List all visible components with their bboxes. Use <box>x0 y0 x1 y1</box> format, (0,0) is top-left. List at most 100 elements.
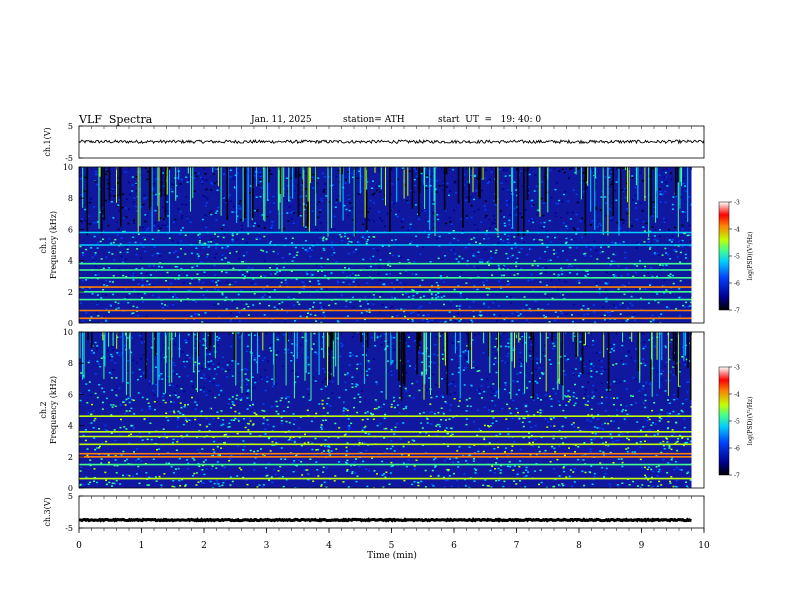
spectrogram-cell <box>593 395 595 398</box>
spectrogram-cell <box>190 252 193 255</box>
spectrogram-cell <box>165 462 168 464</box>
spectrogram-cell <box>604 368 607 371</box>
spectrogram-cell <box>497 479 500 482</box>
spectrogram-cell <box>141 341 143 344</box>
spectrogram-cell <box>166 377 169 379</box>
spectrogram-cell <box>654 345 656 348</box>
spectrogram-cell <box>355 458 357 460</box>
spectrogram-cell <box>325 288 328 290</box>
spectrogram-cell <box>426 321 429 323</box>
no-data-region <box>691 332 704 488</box>
spectrogram-cell <box>293 423 295 425</box>
ylabel: ch.1(V) <box>43 127 52 156</box>
spectrogram-cell <box>635 288 638 291</box>
spectrogram-cell <box>688 234 691 236</box>
spectrogram-cell <box>382 486 385 488</box>
spectrogram-cell <box>301 247 304 250</box>
spectrogram-cell <box>452 461 454 463</box>
spectrogram-cell <box>244 367 247 370</box>
spectrogram-cell <box>532 445 535 447</box>
spectrogram-cell <box>186 375 189 377</box>
spectrogram-cell <box>479 242 482 245</box>
spectrogram-cell <box>125 276 128 278</box>
spectrogram-cell <box>487 425 489 427</box>
spectrogram-cell <box>599 209 602 212</box>
spectrogram-cell <box>198 233 201 235</box>
spectrogram-cell <box>390 282 393 284</box>
spectrogram-cell <box>178 233 181 236</box>
spectrogram-cell <box>519 358 522 361</box>
spectrogram-cell <box>213 368 216 370</box>
spectrogram-cell <box>504 388 506 391</box>
spectrogram-cell <box>308 399 311 402</box>
spectrogram-cell <box>610 183 613 185</box>
spectrogram-cell <box>241 389 244 391</box>
spectrogram-cell <box>284 237 287 240</box>
spectrogram-cell <box>237 420 240 422</box>
spectrogram-cell <box>357 241 360 244</box>
spectrogram-cell <box>429 185 432 187</box>
spectrogram-cell <box>585 246 588 248</box>
spectrogram-cell <box>325 237 328 240</box>
spectrogram-cell <box>550 279 553 281</box>
spectrogram-cell <box>493 363 495 365</box>
spectrogram-cell <box>288 396 290 398</box>
spectrogram-cell <box>165 179 168 182</box>
spectrogram-cell <box>385 306 388 308</box>
spectrogram-cell <box>348 200 351 202</box>
spectrogram-cell <box>537 308 540 310</box>
spectrogram-cell <box>159 310 162 313</box>
spectrogram-cell <box>294 381 297 383</box>
spectrogram-cell <box>197 255 200 257</box>
spectrogram-cell <box>455 305 458 307</box>
spectrogram-cell <box>527 192 530 194</box>
spectrogram-cell <box>676 374 678 377</box>
spectrogram-cell <box>167 215 170 217</box>
spectrogram-cell <box>94 373 97 375</box>
spectrogram-cell <box>85 383 88 385</box>
spectrogram-cell <box>275 410 278 413</box>
spectrogram-cell <box>251 402 254 404</box>
spectrogram-cell <box>314 437 317 440</box>
spectrogram-cell <box>322 236 325 238</box>
spectrogram-cell <box>636 421 639 423</box>
spectrogram-cell <box>191 457 194 459</box>
spectrogram-cell <box>522 436 525 439</box>
spectrogram-cell <box>639 171 642 174</box>
ytick-label: 5 <box>68 492 73 501</box>
spectrogram-cell <box>364 432 367 434</box>
spectrogram-cell <box>107 454 110 456</box>
spectrogram-cell <box>610 420 613 422</box>
spectrogram-cell <box>240 290 243 292</box>
spectrogram-cell <box>263 260 266 262</box>
spectrogram-cell <box>624 409 627 412</box>
spectrogram-cell <box>207 334 210 337</box>
spectrogram-cell <box>484 248 487 251</box>
spectrogram-cell <box>228 283 231 286</box>
spectrogram-cell <box>133 197 136 199</box>
spectrogram-cell <box>131 312 134 315</box>
spectrogram-cell <box>606 312 609 314</box>
spectrogram-cell <box>515 261 518 264</box>
spectrogram-cell <box>276 405 279 408</box>
spectrogram-cell <box>387 260 390 263</box>
spectrogram-cell <box>435 434 438 437</box>
spectrogram-cell <box>573 426 576 428</box>
spectrogram-cell <box>296 464 298 467</box>
spectrogram-cell <box>424 469 427 472</box>
spectrogram-cell <box>251 354 254 357</box>
spectrogram-cell <box>500 464 502 467</box>
spectrogram-cell <box>161 307 164 309</box>
spectrogram-cell <box>549 461 552 463</box>
spectrogram-cell <box>366 485 369 488</box>
spectrogram-cell <box>595 177 598 179</box>
spectrogram-cell <box>685 358 688 361</box>
spectrogram-cell <box>194 361 197 363</box>
spectrogram-cell <box>95 360 98 363</box>
spectrogram-cell <box>238 208 241 210</box>
spectrogram-cell <box>582 172 585 174</box>
spectrogram-cell <box>434 465 437 467</box>
spectrogram-cell <box>657 301 660 304</box>
spectrogram-cell <box>675 347 678 350</box>
spectrogram-cell <box>403 479 406 482</box>
